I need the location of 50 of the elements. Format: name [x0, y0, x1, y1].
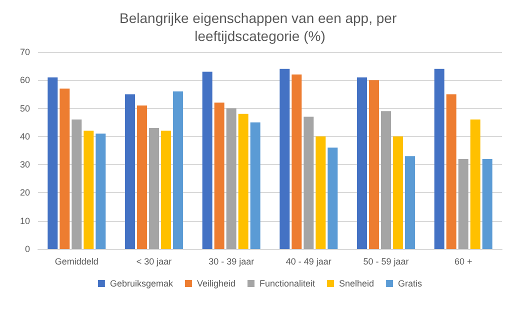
y-tick-label: 20 [20, 188, 30, 198]
bar [446, 94, 456, 249]
x-tick-label: 30 - 39 jaar [208, 256, 254, 266]
bar [292, 74, 302, 249]
bar [434, 68, 444, 249]
bar [137, 105, 147, 249]
y-tick-label: 30 [20, 160, 30, 170]
x-tick-label: < 30 jaar [136, 256, 172, 266]
bar [214, 102, 224, 249]
bar [84, 130, 94, 249]
bar [470, 120, 480, 249]
x-tick-label: 60 + [454, 256, 472, 266]
bar [226, 108, 236, 249]
chart-title: Belangrijke eigenschappen van een app, per leeftijdscategorie (%) [120, 10, 400, 44]
legend-label: Gratis [398, 278, 423, 288]
legend-label: Veiligheid [196, 278, 236, 288]
bar [238, 114, 248, 249]
y-tick-label: 50 [20, 103, 30, 114]
bar [125, 94, 135, 249]
bar [149, 128, 159, 249]
legend-label: Gebruiksgemak [110, 278, 174, 288]
bar [328, 148, 338, 249]
y-tick-label: 70 [20, 47, 30, 57]
bar [161, 130, 171, 249]
bar [393, 136, 403, 249]
bar [60, 88, 70, 249]
bar [48, 77, 58, 249]
y-tick-label: 0 [24, 244, 30, 254]
bar [304, 116, 314, 249]
x-tick-label: 40 - 49 jaar [286, 256, 332, 266]
bar [280, 68, 290, 249]
bar [202, 72, 212, 249]
bar [72, 120, 82, 249]
bar [482, 158, 492, 249]
bar [458, 158, 468, 249]
bar [381, 111, 391, 249]
bar [369, 80, 379, 249]
bar [405, 156, 415, 249]
bar [316, 136, 326, 249]
x-tick-label: 50 - 59 jaar [363, 256, 409, 266]
bar [96, 134, 106, 249]
bar [357, 77, 367, 249]
bar [250, 122, 260, 249]
bar [173, 91, 183, 249]
x-tick-label: Gemiddeld [54, 256, 98, 266]
y-tick-label: 60 [20, 75, 30, 86]
legend-label: Snelheid [339, 278, 374, 288]
y-tick-label: 40 [20, 131, 30, 142]
y-tick-label: 10 [20, 216, 30, 226]
legend-label: Functionaliteit [260, 278, 316, 288]
